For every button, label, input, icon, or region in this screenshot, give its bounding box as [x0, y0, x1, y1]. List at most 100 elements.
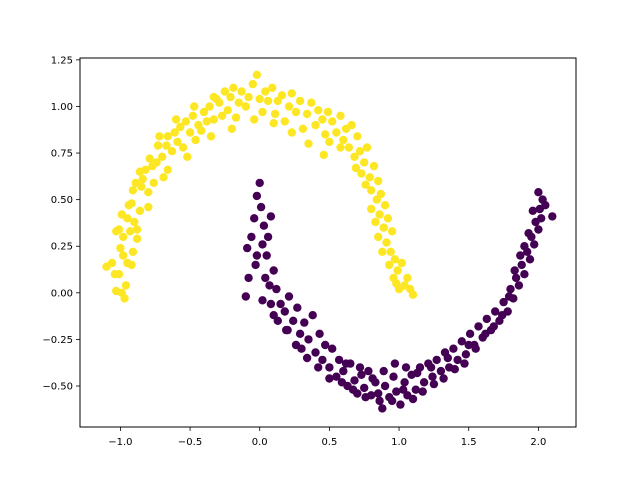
data-point	[119, 232, 128, 242]
data-point	[255, 178, 264, 188]
data-point	[481, 329, 490, 338]
y-tick-label: 0.00	[51, 288, 73, 299]
data-point	[202, 117, 211, 126]
data-point	[328, 117, 337, 126]
data-point	[287, 128, 296, 137]
data-point	[353, 132, 362, 141]
data-point	[498, 311, 507, 320]
data-point	[268, 83, 277, 93]
data-point	[270, 109, 280, 119]
y-tick-label: 1.25	[51, 55, 73, 66]
data-point	[371, 217, 380, 227]
x-axis: −1.0 −0.5 0.0 0.5 1.0 1.5 2.0	[108, 427, 546, 448]
data-point	[258, 296, 267, 305]
data-point	[393, 266, 402, 275]
data-point	[328, 344, 337, 353]
y-tick-label: −0.50	[42, 382, 73, 393]
data-point	[530, 240, 539, 249]
data-point	[137, 182, 146, 191]
data-point	[223, 106, 232, 115]
data-point	[525, 255, 535, 264]
data-point	[517, 260, 526, 270]
data-point	[107, 258, 117, 268]
data-point	[170, 128, 179, 137]
data-point	[520, 270, 529, 279]
data-point	[418, 387, 427, 396]
data-point	[123, 214, 132, 223]
data-point	[400, 378, 409, 387]
data-point	[368, 374, 377, 383]
data-point	[237, 87, 246, 96]
data-point	[321, 130, 330, 139]
data-point	[520, 242, 529, 251]
data-point	[120, 294, 129, 303]
data-point	[269, 119, 278, 128]
data-point	[318, 355, 327, 365]
data-point	[284, 102, 294, 111]
data-point	[144, 202, 153, 212]
data-point	[436, 366, 446, 376]
data-point	[524, 229, 533, 238]
data-point	[231, 113, 241, 122]
data-point	[399, 385, 408, 394]
x-tick-label: 0.5	[321, 437, 337, 448]
data-point	[403, 273, 412, 283]
data-point	[499, 297, 508, 307]
x-tick-label: 0.0	[252, 437, 268, 448]
data-point	[308, 311, 317, 320]
data-point	[365, 173, 374, 182]
data-point	[457, 337, 466, 346]
data-point	[266, 212, 276, 221]
data-point	[534, 225, 543, 234]
data-point	[325, 363, 334, 372]
data-point	[280, 307, 289, 316]
data-point	[332, 372, 341, 381]
data-point	[449, 344, 458, 353]
data-point	[428, 372, 437, 381]
data-point	[348, 385, 358, 394]
data-point	[155, 132, 164, 141]
data-point	[350, 152, 359, 161]
data-point	[541, 201, 550, 210]
data-point	[209, 92, 218, 102]
data-point	[350, 376, 359, 385]
data-point	[510, 266, 519, 275]
data-point	[390, 255, 400, 264]
data-point	[429, 379, 439, 389]
data-point	[321, 340, 330, 350]
data-point	[135, 206, 145, 215]
x-tick-label: 1.0	[391, 437, 407, 448]
data-point	[276, 299, 285, 309]
data-point	[261, 87, 270, 96]
data-point	[302, 353, 312, 363]
data-point	[112, 286, 121, 296]
data-point	[396, 400, 405, 409]
data-point	[344, 143, 354, 152]
x-tick-label: 1.5	[461, 437, 477, 448]
data-point	[188, 111, 198, 121]
data-point	[295, 329, 305, 338]
data-point	[336, 111, 345, 121]
data-point	[132, 225, 142, 234]
data-point	[110, 270, 120, 279]
data-point	[474, 322, 483, 331]
data-point	[361, 393, 370, 402]
data-point	[132, 234, 142, 243]
data-point	[265, 281, 274, 290]
data-point	[357, 370, 366, 379]
data-point	[325, 137, 334, 147]
data-point	[379, 366, 388, 376]
data-point	[382, 238, 391, 247]
data-point	[280, 117, 289, 126]
data-point	[482, 314, 491, 324]
y-tick-label: 0.75	[51, 149, 73, 160]
x-tick-label: 2.0	[530, 437, 546, 448]
data-point	[295, 96, 305, 106]
data-point	[158, 152, 167, 161]
data-point	[173, 137, 182, 147]
data-point	[461, 350, 471, 359]
data-point	[227, 124, 237, 133]
data-point	[413, 368, 422, 378]
data-point	[293, 303, 302, 312]
